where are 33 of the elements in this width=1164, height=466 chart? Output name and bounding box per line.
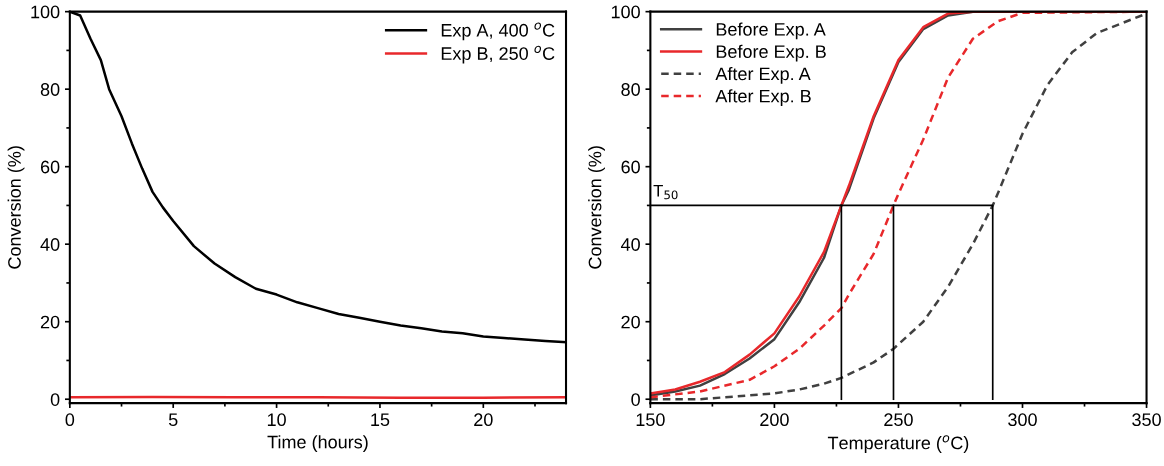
y-axis-title: Conversion (%) [588,146,605,269]
y-tick-label: 80 [40,83,60,96]
y-tick-label: 60 [621,160,640,174]
y-tick-label: 40 [40,238,60,251]
x-tick-label: 200 [760,413,789,427]
legend-label: Exp A, 400 $^{o}$C [441,22,555,41]
y-axis-title: Conversion (%) [7,146,25,269]
x-tick-label: 150 [636,413,665,427]
y-tick-label: 80 [621,83,640,96]
x-tick-label: 250 [884,413,913,427]
x-axis-title: Temperature ($^{o}$C) [827,435,969,453]
x-tick-label: 20 [474,413,493,427]
legend-label: After Exp. B [715,89,811,107]
annotation: T$_{50}$ [653,184,678,200]
legend-label: Before Exp. B [716,44,826,62]
y-tick-label: 100 [31,5,60,19]
x-tick-label: 5 [168,413,178,427]
x-axis-title: Time (hours) [267,435,368,453]
x-tick-label: 350 [1132,413,1161,427]
x-tick-label: 0 [65,413,75,427]
y-tick-label: 60 [40,160,60,174]
x-tick-label: 300 [1008,413,1037,427]
y-tick-label: 100 [611,5,640,19]
y-tick-label: 20 [40,315,60,329]
x-tick-label: 15 [371,413,390,427]
legend-label: Before Exp. A [716,22,826,40]
x-tick-label: 10 [267,413,286,427]
legend-label: After Exp. A [715,67,811,84]
y-tick-label: 0 [50,393,60,406]
legend-label: Exp B, 250 $^{o}$C [441,45,555,64]
y-tick-label: 20 [621,315,640,329]
y-tick-label: 0 [631,393,640,406]
y-tick-label: 40 [620,238,640,251]
